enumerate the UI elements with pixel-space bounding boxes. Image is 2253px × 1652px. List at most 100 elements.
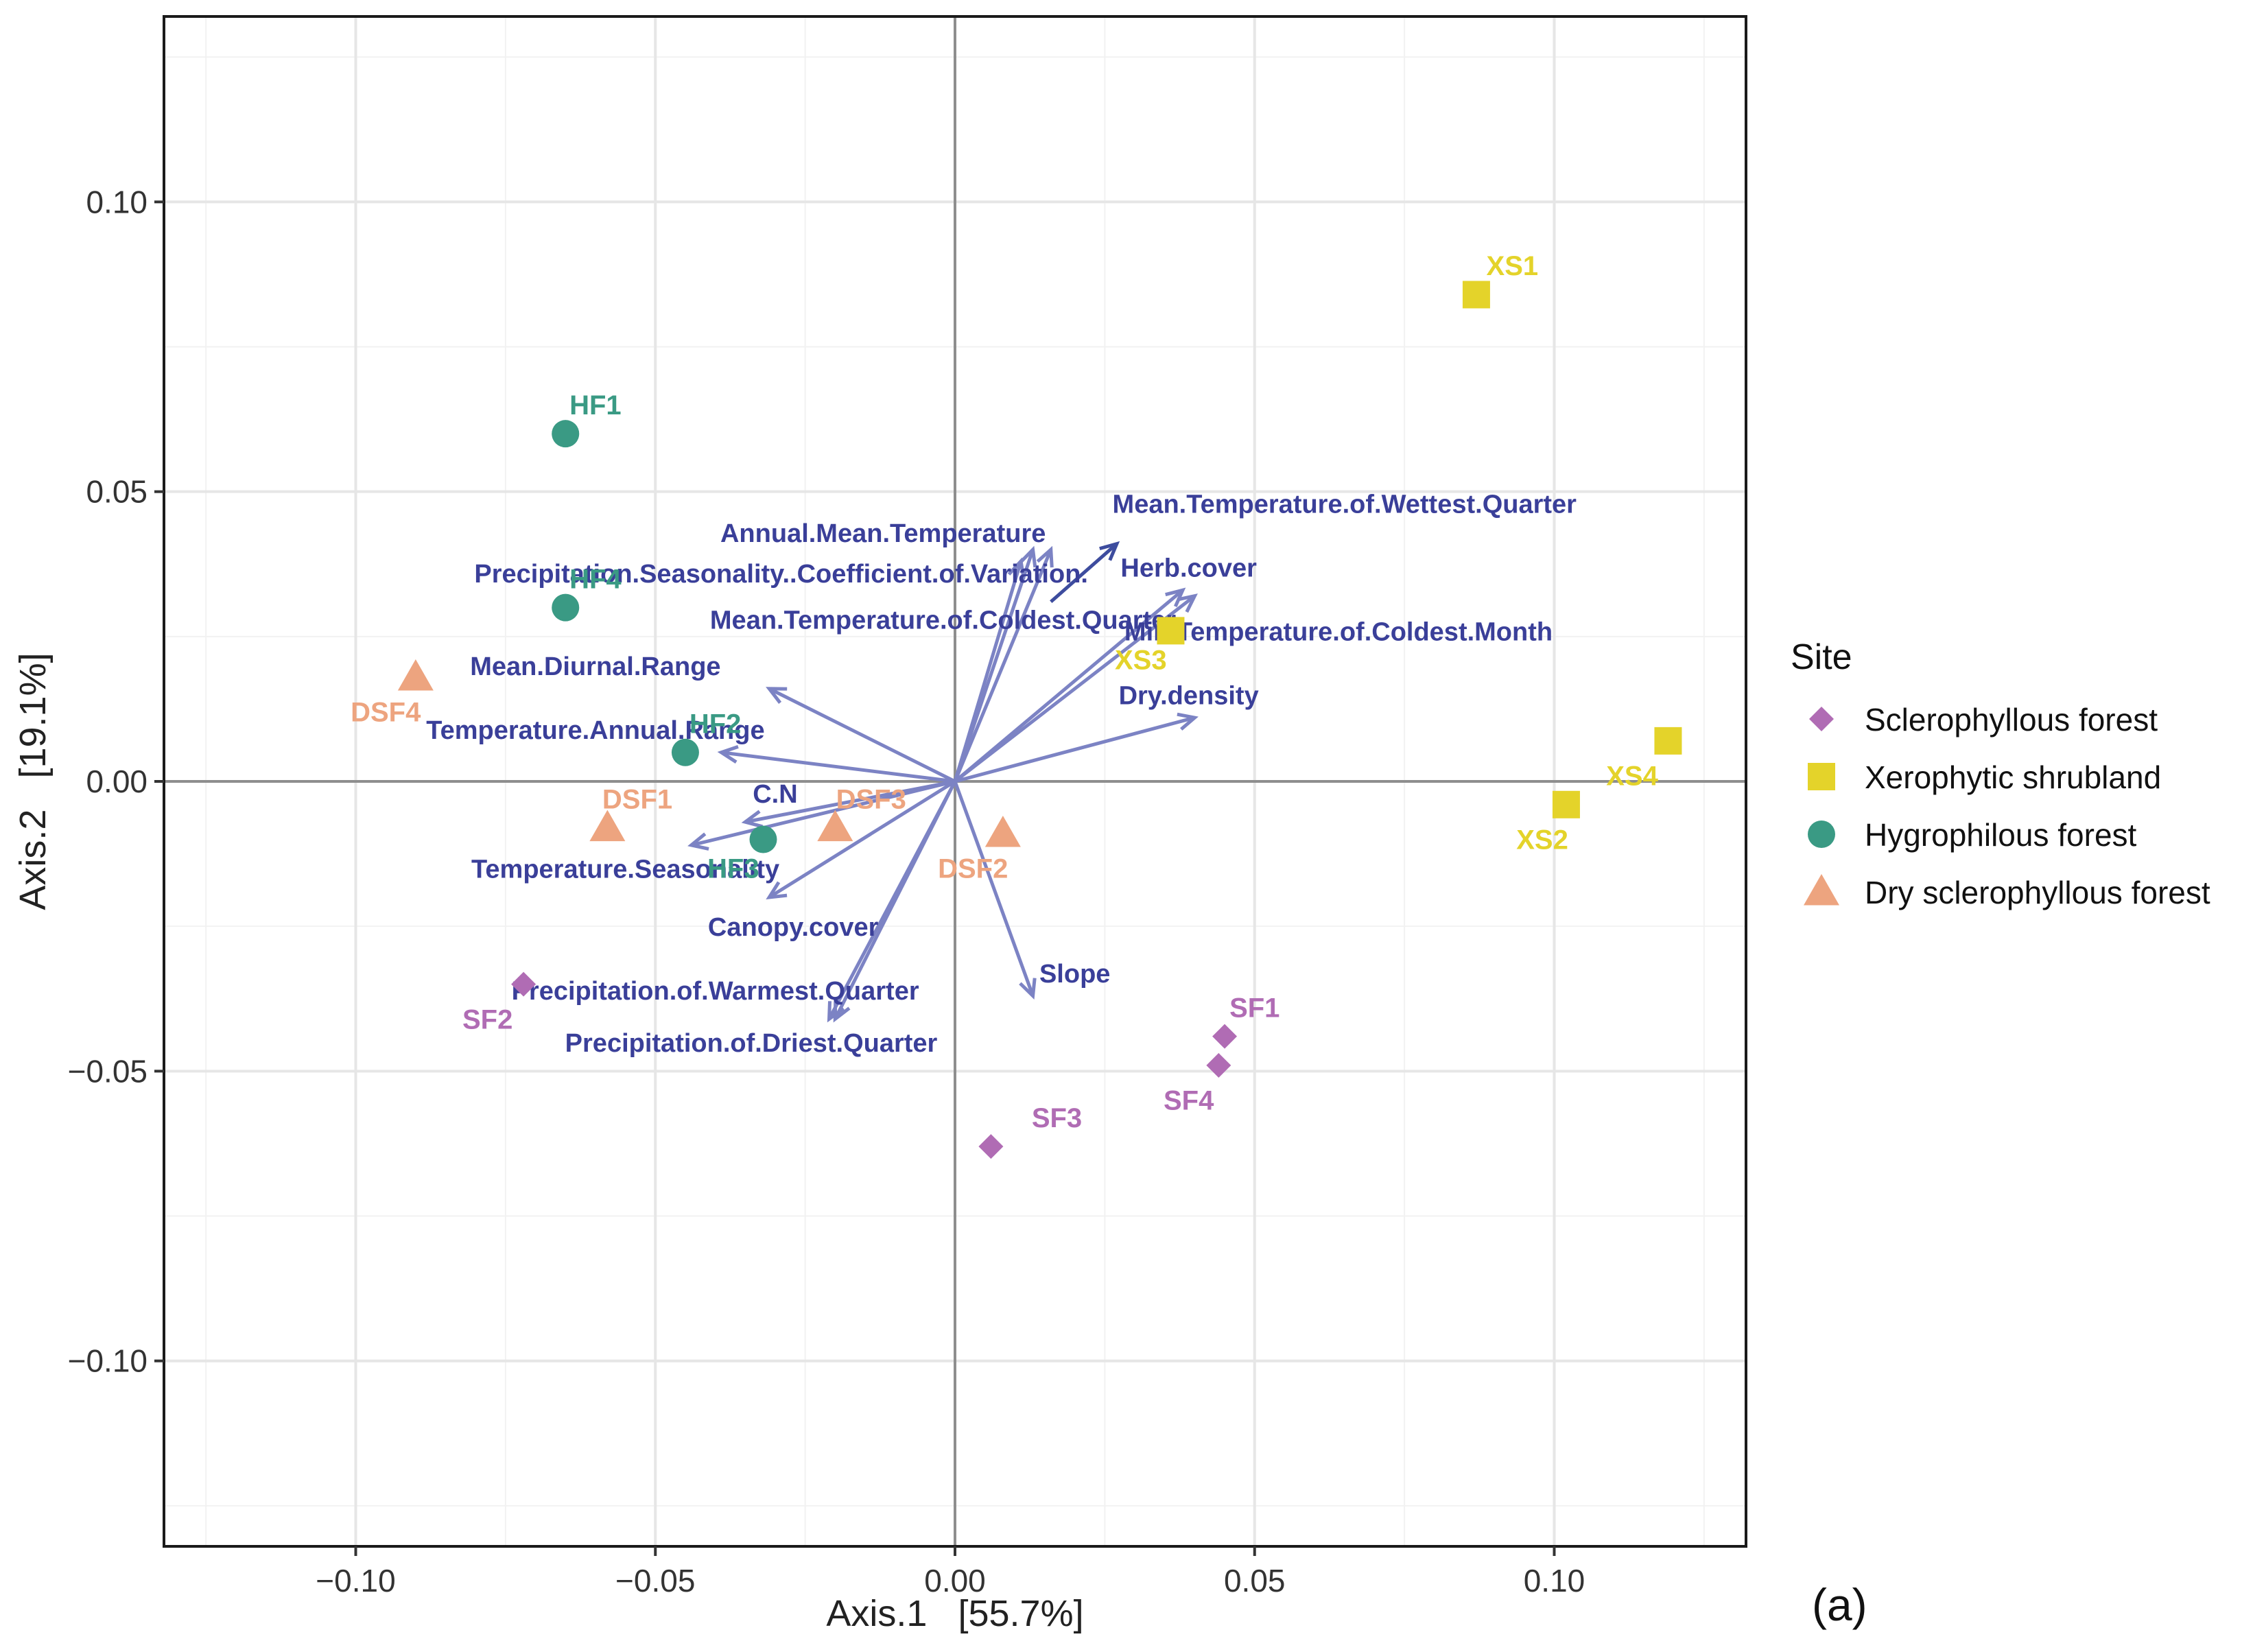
site-point <box>749 825 777 853</box>
arrow-label: Canopy.cover <box>708 913 879 942</box>
arrow-head <box>1019 545 1037 568</box>
site-label: HF4 <box>569 564 622 594</box>
legend-key <box>1804 874 1839 906</box>
x-axis-title: Axis.1 [55.7%] <box>826 1593 1083 1634</box>
arrow-shaft <box>768 687 956 783</box>
site-point <box>817 810 853 842</box>
legend-label: Dry sclerophyllous forest <box>1865 875 2210 910</box>
arrow-shaft <box>768 779 956 899</box>
site-point <box>978 1134 1004 1159</box>
site-point <box>552 593 580 622</box>
arrow-label: Slope <box>1039 960 1110 989</box>
y-tick-label: −0.10 <box>68 1343 148 1379</box>
arrow-label: Mean.Temperature.of.Wettest.Quarter <box>1113 491 1577 519</box>
arrow-label: Temperature.Seasonality <box>471 856 779 884</box>
y-tick-label: 0.05 <box>86 474 148 510</box>
arrow-shaft <box>953 781 1035 997</box>
loading-arrow <box>717 745 956 783</box>
arrow-label: Min.Temperature.of.Coldest.Month <box>1124 617 1553 646</box>
legend-label: Xerophytic shrubland <box>1865 759 2161 795</box>
arrow-head <box>1177 593 1198 613</box>
site-point <box>397 659 434 691</box>
site-label: XS2 <box>1516 825 1568 855</box>
site-point <box>1212 1024 1238 1049</box>
loading-arrow <box>687 779 956 851</box>
site-label: DSF4 <box>351 698 421 728</box>
loading-arrow <box>953 557 1026 782</box>
arrow-head <box>717 745 739 764</box>
site-point <box>1462 281 1490 309</box>
x-tick-label: −0.10 <box>316 1563 395 1598</box>
arrow-label: Mean.Diurnal.Range <box>470 652 720 681</box>
site-point <box>671 738 699 766</box>
arrow-label: Precipitation.of.Driest.Quarter <box>565 1029 938 1058</box>
x-tick-label: 0.00 <box>924 1563 986 1598</box>
arrow-head <box>766 881 788 899</box>
arrow-head <box>833 1001 851 1023</box>
y-tick-label: 0.00 <box>86 764 148 799</box>
site-point <box>984 816 1021 847</box>
site-label: SF4 <box>1164 1086 1214 1116</box>
legend-item: Hygrophilous forest <box>1808 817 2137 853</box>
site-label: SF2 <box>462 1004 512 1035</box>
site-point <box>1552 790 1580 818</box>
site-point <box>589 810 626 842</box>
legend-item: Xerophytic shrubland <box>1808 759 2161 795</box>
loading-arrow <box>953 781 1037 1000</box>
arrow-head <box>1007 557 1026 580</box>
loading-arrow <box>833 780 957 1023</box>
legend: Site Sclerophyllous forest Xerophytic shr… <box>1791 637 2210 910</box>
site-point <box>1206 1052 1231 1078</box>
arrow-label: Annual.Mean.Temperature <box>720 519 1046 548</box>
site-label: XS4 <box>1606 762 1658 792</box>
arrow-head <box>1099 541 1120 561</box>
arrow-shaft <box>954 589 1184 783</box>
arrow-shaft <box>834 780 957 1020</box>
panel-label: (a) <box>1812 1579 1867 1630</box>
arrow-label: Mean.Temperature.of.Coldest.Quarter <box>710 606 1176 635</box>
legend-key <box>1809 707 1834 731</box>
site-point <box>511 971 536 997</box>
site-label: HF1 <box>569 390 622 421</box>
arrow-shaft <box>721 751 956 783</box>
arrow-shaft <box>953 560 1023 782</box>
site-label: XS3 <box>1115 646 1167 676</box>
site-label: DSF2 <box>938 854 1008 884</box>
legend-label: Sclerophyllous forest <box>1865 702 2158 738</box>
site-point <box>1654 727 1682 755</box>
site-point <box>552 420 580 448</box>
legend-title: Site <box>1791 637 1852 677</box>
site-label: HF2 <box>689 709 742 740</box>
legend-item: Dry sclerophyllous forest <box>1804 874 2210 910</box>
arrow-label: Temperature.Annual.Range <box>426 716 764 745</box>
site-point <box>1157 617 1185 645</box>
arrow-shaft <box>954 594 1196 783</box>
arrow-label: Herb.cover <box>1120 554 1257 582</box>
arrow-shaft <box>953 549 1053 782</box>
loading-arrow <box>953 545 1054 782</box>
loading-arrow <box>954 593 1198 783</box>
arrow-head <box>687 832 709 851</box>
arrow-head <box>766 687 788 704</box>
arrow-shaft <box>691 779 956 847</box>
y-axis-title: Axis.2 [19.1%] <box>12 652 54 910</box>
site-label: XS1 <box>1487 251 1539 281</box>
arrow-shaft <box>1050 542 1118 604</box>
site-label: SF3 <box>1032 1103 1082 1133</box>
x-tick-label: 0.05 <box>1224 1563 1286 1598</box>
loading-arrow <box>954 712 1199 783</box>
y-tick-label: −0.05 <box>68 1053 148 1089</box>
arrow-head <box>1177 712 1199 731</box>
legend-key <box>1808 763 1835 790</box>
site-label: SF1 <box>1229 993 1279 1023</box>
arrow-label: C.N <box>753 780 797 809</box>
y-tick-label: 0.10 <box>86 184 148 220</box>
x-tick-label: −0.05 <box>615 1563 695 1598</box>
arrow-head <box>1019 978 1037 1000</box>
legend-item: Sclerophyllous forest <box>1809 702 2158 738</box>
site-label: DSF1 <box>602 784 672 814</box>
arrow-shaft <box>954 716 1196 783</box>
loading-arrow <box>766 687 956 783</box>
legend-label: Hygrophilous forest <box>1865 817 2137 853</box>
